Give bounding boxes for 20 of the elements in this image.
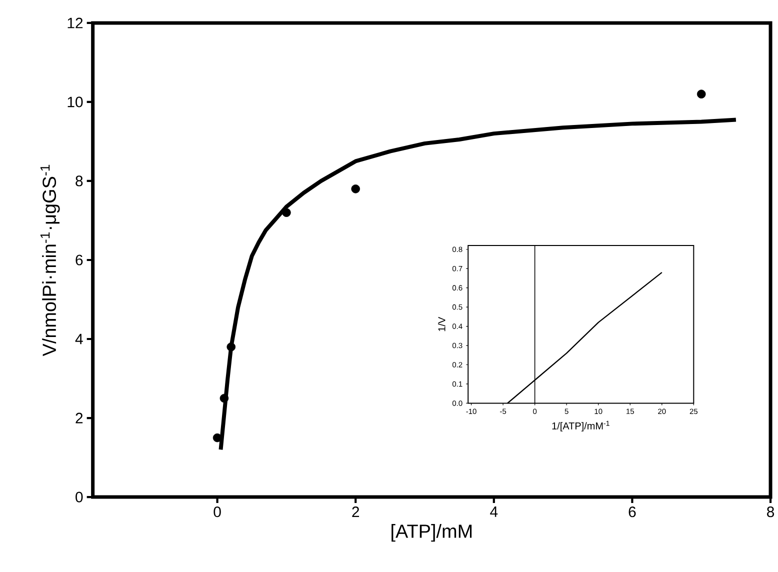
y-tick-label: 0 [76,492,83,502]
x-axis-title: [ATP]/mM [392,524,472,542]
y-tick-label: 12 [68,18,83,28]
y-axis-title: 1/V [438,316,446,332]
point [696,90,706,98]
point [282,208,291,218]
x-tick-label: 0 [214,506,221,518]
y-tick-label: 6 [76,254,83,266]
y-tick-label: 8 [76,176,83,186]
y-tick-label: 10 [68,96,83,108]
point [226,342,236,352]
x-axis-title: 1/[ATP]/mM$^{-1}$ [552,420,610,432]
y-tick-label: 4 [75,334,83,344]
x-tick-label: 8 [767,506,774,518]
point [351,184,360,194]
y-axis-title: V/nmolPi·min$^{-1}$·μgGS$^{-1}$ [40,164,60,356]
x-tick-label: 2 [352,506,360,518]
x-tick-label: 6 [628,506,636,518]
point [220,394,229,403]
x-tick-label: 4 [490,506,498,517]
